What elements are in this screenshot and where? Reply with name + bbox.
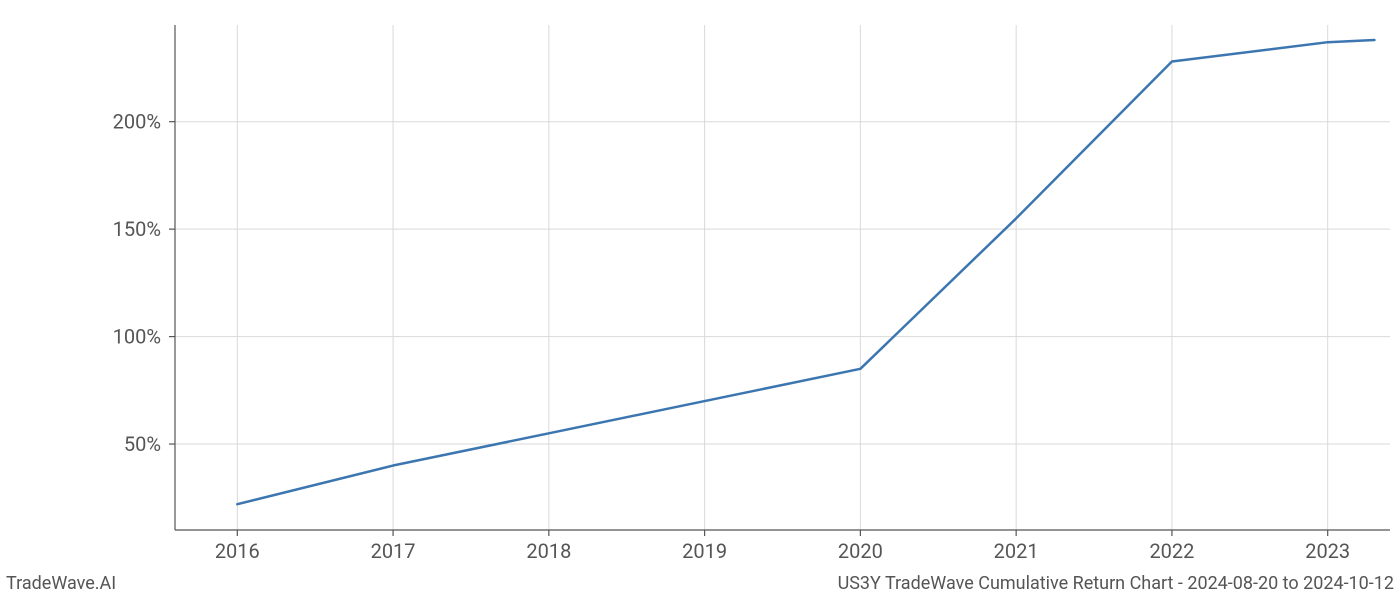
x-tick-label: 2016 xyxy=(215,539,260,563)
x-tick-label: 2023 xyxy=(1305,539,1350,563)
x-tick-label: 2021 xyxy=(994,539,1039,563)
x-tick-label: 2022 xyxy=(1149,539,1194,563)
chart-container: 2016 2017 2018 2019 2020 2021 2022 2023 50% 100% 1… xyxy=(0,0,1400,600)
footer-brand: TradeWave.AI xyxy=(6,573,116,594)
footer-caption: US3Y TradeWave Cumulative Return Chart -… xyxy=(838,573,1394,594)
y-tick-label: 100% xyxy=(113,325,161,349)
x-tick-label: 2018 xyxy=(526,539,571,563)
y-tick-label: 150% xyxy=(113,217,161,241)
x-tick-label: 2017 xyxy=(371,539,416,563)
y-tick-label: 200% xyxy=(113,110,161,134)
y-tick-label: 50% xyxy=(124,432,161,456)
x-tick-label: 2019 xyxy=(682,539,727,563)
line-chart: 2016 2017 2018 2019 2020 2021 2022 2023 50% 100% 1… xyxy=(0,0,1400,600)
x-tick-label: 2020 xyxy=(838,539,883,563)
